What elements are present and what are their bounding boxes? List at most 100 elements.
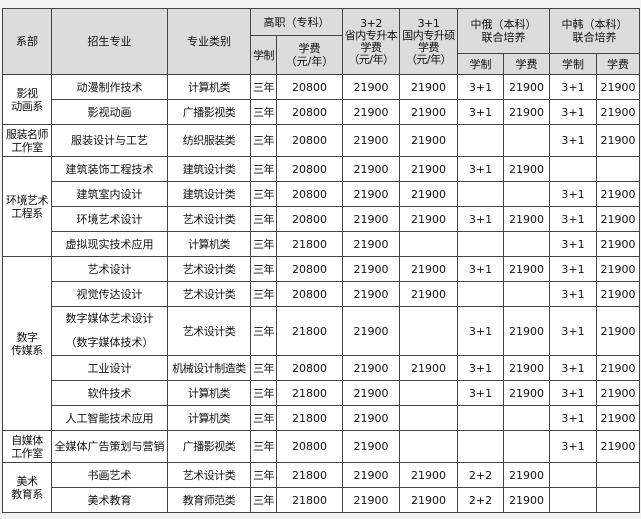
table-row: 影视动画 广播影视类 三年 20800 21900 21900 3+1 21900 3+1 219…: [3, 99, 640, 125]
ru-fee-cell: 21900: [503, 74, 550, 100]
major-cell: 建筑装饰工程技术: [51, 156, 168, 182]
kr-fee-cell: 21900: [596, 430, 640, 463]
dept-cell: 环境艺术 工程系: [2, 156, 52, 257]
table-row: 环境艺术设计 艺术设计类 三年 20800 21900 21900 3+1 21900 3+1 2…: [3, 206, 640, 232]
fee-cell: 20800: [276, 124, 343, 157]
ru-years-cell: [457, 231, 504, 257]
years-cell: 三年: [250, 206, 277, 232]
p31-cell: 21900: [399, 256, 458, 282]
fee-cell: 20800: [276, 206, 343, 232]
p32-cell: 21900: [342, 231, 400, 257]
years-cell: 三年: [250, 430, 277, 463]
years-cell: 三年: [250, 231, 277, 257]
kr-fee-cell: [596, 487, 640, 513]
p32-cell: 21900: [342, 181, 400, 207]
kr-years-cell: 3+1: [549, 124, 597, 157]
kr-years-cell: [549, 487, 597, 513]
major-cell: 数字媒体艺术设计 （数字媒体技术）: [51, 306, 168, 356]
kr-years-cell: 3+1: [549, 281, 597, 307]
category-cell: 教育师范类: [167, 487, 251, 513]
fee-cell: 21800: [276, 231, 343, 257]
ru-fee-cell: 21900: [503, 462, 550, 488]
ru-fee-cell: 21900: [503, 355, 550, 381]
p32-cell: 21900: [342, 487, 400, 513]
header-category: 专业类别: [167, 8, 251, 75]
category-cell: 计算机类: [167, 380, 251, 406]
years-cell: 三年: [250, 181, 277, 207]
kr-years-cell: 3+1: [549, 405, 597, 431]
p31-cell: 21900: [399, 206, 458, 232]
category-cell: 广播影视类: [167, 99, 251, 125]
ru-fee-cell: 21900: [503, 487, 550, 513]
fee-cell: 21800: [276, 405, 343, 431]
fee-cell: 21800: [276, 306, 343, 356]
kr-fee-cell: 21900: [596, 281, 640, 307]
p32-cell: 21900: [342, 430, 400, 463]
fee-cell: 20800: [276, 355, 343, 381]
category-cell: 建筑设计类: [167, 181, 251, 207]
dept-cell: 服装名师 工作室: [2, 124, 52, 157]
table-row: 虚拟现实技术应用 计算机类 三年 21800 21900 3+1 21900: [3, 231, 640, 257]
major-cell: 美术教育: [51, 487, 168, 513]
p31-cell: 21900: [399, 355, 458, 381]
table-row: 美术 教育系 书画艺术 艺术设计类 三年 21800 21900 21900 2+2 21900: [2, 462, 640, 513]
ru-fee-cell: 21900: [503, 306, 550, 356]
dept-cell: 美术 教育系: [2, 462, 52, 513]
category-cell: 艺术设计类: [167, 462, 251, 488]
kr-years-cell: [549, 156, 597, 182]
p31-cell: 21900: [399, 74, 458, 100]
kr-years-cell: 3+1: [549, 99, 597, 125]
major-cell: 艺术设计: [51, 256, 168, 282]
ru-fee-cell: 21900: [503, 256, 550, 282]
ru-years-cell: 3+1: [457, 380, 504, 406]
table-row: 软件技术 计算机类 三年 21800 21900 3+1 21900 3+1 21900: [3, 380, 640, 406]
major-cell: 服装设计与工艺: [51, 124, 168, 157]
years-cell: 三年: [250, 281, 277, 307]
ru-fee-cell: 21900: [503, 156, 550, 182]
kr-fee-cell: 21900: [596, 380, 640, 406]
p32-cell: 21900: [342, 156, 400, 182]
category-cell: 纺织服装类: [167, 124, 251, 157]
category-cell: 机械设计制造类: [167, 355, 251, 381]
ru-years-cell: [457, 181, 504, 207]
table-row: 人工智能技术应用 计算机类 三年 21800 21900 3+1 21900: [3, 405, 640, 431]
kr-fee-cell: 21900: [596, 355, 640, 381]
kr-fee-cell: [596, 156, 640, 182]
years-cell: 三年: [250, 462, 277, 488]
p32-cell: 21900: [342, 306, 400, 356]
fee-cell: 21800: [276, 380, 343, 406]
ru-fee-cell: 21900: [503, 206, 550, 232]
p31-cell: [399, 405, 458, 431]
major-cell: 影视动画: [51, 99, 168, 125]
ru-years-cell: 3+1: [457, 74, 504, 100]
kr-years-cell: 3+1: [549, 74, 597, 100]
ru-years-cell: [457, 405, 504, 431]
p32-cell: 21900: [342, 405, 400, 431]
ru-fee-cell: [503, 231, 550, 257]
header-russia-fee: 学费: [503, 53, 550, 75]
years-cell: 三年: [250, 74, 277, 100]
kr-years-cell: 3+1: [549, 355, 597, 381]
table-row: 数字媒体艺术设计 （数字媒体技术） 艺术设计类 三年 21800 21900 3+1 219…: [3, 306, 640, 356]
major-cell: 工业设计: [51, 355, 168, 381]
p32-cell: 21900: [342, 380, 400, 406]
p31-cell: 21900: [399, 181, 458, 207]
table-row: 建筑室内设计 建筑设计类 三年 20800 21900 21900 3+1 21900: [3, 181, 640, 207]
ru-fee-cell: 21900: [503, 380, 550, 406]
kr-fee-cell: 21900: [596, 306, 640, 356]
kr-fee-cell: 21900: [596, 206, 640, 232]
fee-cell: 20800: [276, 281, 343, 307]
p32-cell: 21900: [342, 99, 400, 125]
kr-years-cell: 3+1: [549, 231, 597, 257]
ru-years-cell: 2+2: [457, 462, 504, 488]
fee-cell: 20800: [276, 156, 343, 182]
p32-cell: 21900: [342, 74, 400, 100]
category-cell: 计算机类: [167, 231, 251, 257]
ru-years-cell: 3+1: [457, 256, 504, 282]
p31-cell: [399, 430, 458, 463]
header-gaozhi-fee: 学费 （元/年）: [276, 35, 343, 75]
ru-years-cell: [457, 430, 504, 463]
major-cell: 虚拟现实技术应用: [51, 231, 168, 257]
kr-years-cell: [549, 462, 597, 488]
fee-cell: 21800: [276, 462, 343, 488]
